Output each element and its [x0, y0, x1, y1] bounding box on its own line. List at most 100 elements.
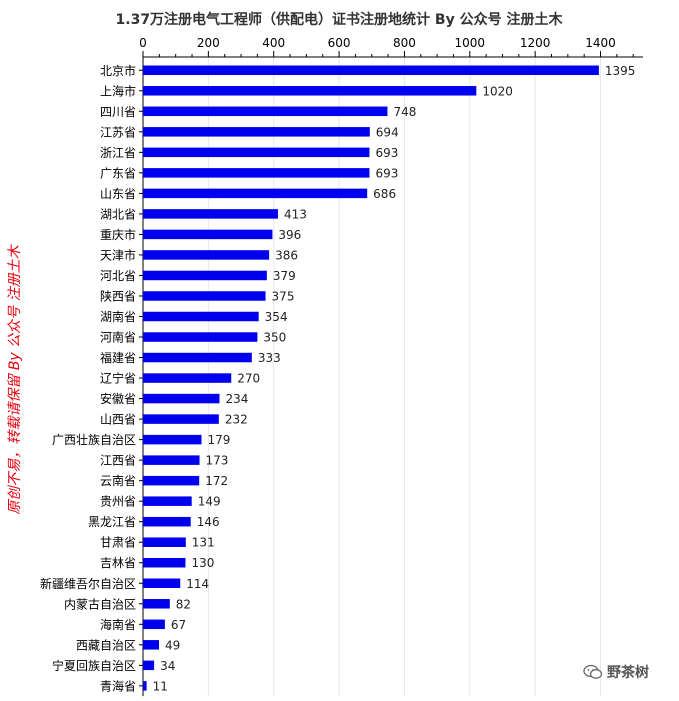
bar — [143, 147, 370, 158]
x-tick-label: 1000 — [455, 36, 486, 50]
x-tick-label: 600 — [328, 36, 351, 50]
value-label: 354 — [265, 310, 288, 324]
x-tick-label: 400 — [262, 36, 285, 50]
value-label: 11 — [153, 679, 168, 693]
category-label: 河北省 — [100, 269, 136, 283]
category-label: 吉林省 — [100, 556, 136, 570]
value-label: 375 — [272, 289, 295, 303]
value-label: 67 — [171, 618, 186, 632]
category-label: 福建省 — [100, 350, 136, 365]
category-label: 江西省 — [100, 454, 136, 468]
watermark: 野茶树 — [583, 662, 649, 682]
value-label: 386 — [275, 248, 298, 262]
value-label: 396 — [278, 228, 301, 242]
category-label: 山东省 — [100, 187, 136, 201]
gridlines — [207, 57, 602, 697]
value-label: 49 — [165, 638, 180, 652]
category-label: 上海市 — [100, 83, 136, 98]
bar — [143, 106, 388, 117]
value-label: 1395 — [605, 64, 636, 78]
x-tick-label: 0 — [139, 36, 147, 50]
bar — [143, 168, 370, 178]
watermark-text: 野茶树 — [607, 665, 649, 681]
value-label: 748 — [393, 105, 416, 119]
bar — [143, 455, 200, 465]
category-label: 湖北省 — [100, 206, 136, 221]
bar — [143, 537, 186, 547]
value-label: 179 — [207, 433, 230, 447]
value-label: 82 — [176, 597, 191, 611]
value-label: 234 — [225, 392, 248, 406]
bar — [143, 660, 155, 671]
value-label: 379 — [273, 269, 296, 283]
bar — [143, 188, 368, 199]
category-label: 广西壮族自治区 — [52, 433, 136, 447]
category-label: 海南省 — [100, 617, 136, 632]
bar — [143, 434, 202, 445]
bar — [143, 250, 270, 260]
value-label: 146 — [197, 515, 220, 529]
value-label: 149 — [198, 495, 221, 509]
category-label: 宁夏回族自治区 — [52, 658, 136, 673]
x-tick-label: 1200 — [520, 36, 551, 50]
bar — [143, 209, 278, 219]
bar — [143, 557, 186, 568]
bar — [143, 352, 252, 363]
bar — [143, 127, 370, 137]
bar — [143, 270, 267, 281]
category-label: 新疆维吾尔自治区 — [40, 576, 136, 591]
value-label: 114 — [186, 577, 209, 591]
value-label: 333 — [258, 351, 281, 365]
category-label: 广东省 — [100, 166, 136, 180]
x-tick-label: 800 — [393, 36, 416, 50]
category-label: 青海省 — [100, 678, 136, 693]
category-label: 黑龙江省 — [88, 515, 136, 529]
bar — [143, 373, 232, 383]
category-label: 云南省 — [100, 473, 136, 488]
value-label: 172 — [205, 474, 228, 488]
category-label: 浙江省 — [100, 146, 136, 160]
category-label: 江苏省 — [100, 125, 136, 139]
category-label: 贵州省 — [100, 495, 136, 509]
category-label: 山西省 — [100, 413, 136, 427]
value-label: 130 — [191, 556, 214, 570]
category-label: 重庆市 — [100, 227, 136, 242]
value-label: 413 — [284, 207, 307, 221]
bar — [143, 578, 181, 589]
category-label: 北京市 — [100, 63, 136, 78]
x-tick-label: 200 — [197, 36, 220, 50]
category-label: 陕西省 — [100, 288, 136, 303]
bar — [143, 65, 599, 76]
bar — [143, 516, 191, 527]
bar — [143, 311, 259, 322]
chart-title: 1.37万注册电气工程师（供配电）证书注册地统计 By 公众号 注册土木 — [116, 11, 564, 28]
bar — [143, 640, 160, 650]
category-label: 天津市 — [100, 247, 136, 262]
category-label: 四川省 — [100, 105, 136, 119]
bars — [143, 65, 599, 691]
bar — [143, 86, 477, 96]
value-label: 1020 — [482, 84, 513, 98]
bar — [143, 619, 165, 630]
category-label: 安徽省 — [100, 391, 136, 406]
bar — [143, 291, 266, 301]
category-label: 内蒙古自治区 — [64, 596, 136, 611]
bar — [143, 229, 273, 240]
category-label: 西藏自治区 — [76, 638, 136, 652]
bar — [143, 599, 170, 609]
category-label: 河南省 — [100, 330, 136, 345]
value-label: 232 — [225, 413, 248, 427]
bar — [143, 496, 192, 506]
side-note: 原创不易，转载请保留 By 公众号 注册土木 — [2, 230, 26, 530]
value-label: 173 — [206, 454, 229, 468]
category-label: 湖南省 — [100, 309, 136, 324]
value-label: 693 — [375, 146, 398, 160]
category-label: 甘肃省 — [100, 536, 136, 550]
value-label: 686 — [373, 187, 396, 201]
bar — [143, 475, 200, 486]
category-labels: 北京市上海市四川省江苏省浙江省广东省山东省湖北省重庆市天津市河北省陕西省湖南省河… — [40, 63, 136, 694]
wechat-icon — [583, 664, 603, 679]
value-label: 694 — [376, 125, 399, 139]
bar — [143, 393, 220, 404]
